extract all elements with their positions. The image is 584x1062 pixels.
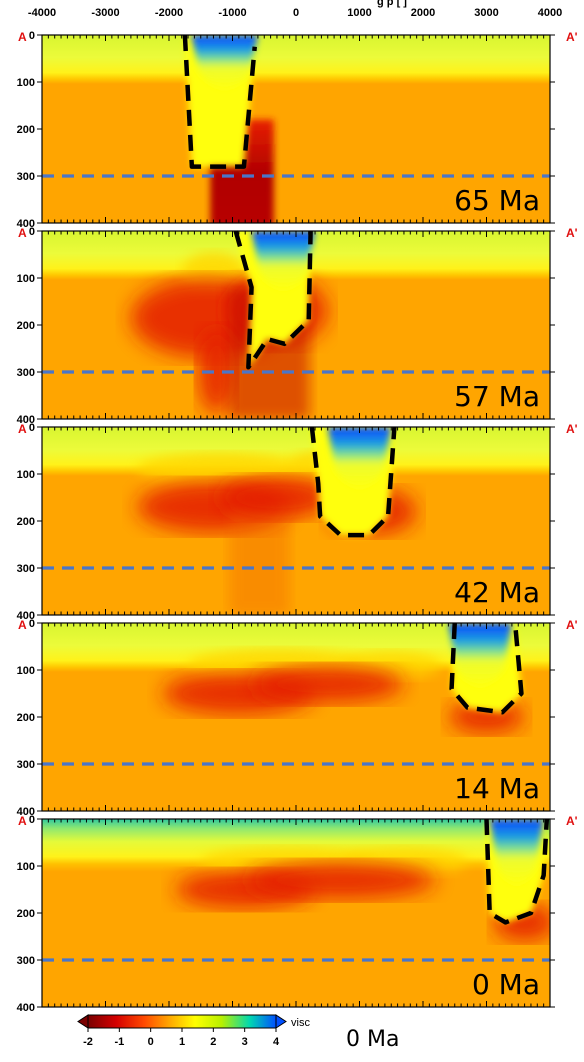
top-axis-title: g p [ ] bbox=[377, 0, 407, 8]
keel-outline bbox=[484, 818, 550, 925]
y-tick-label: 300 bbox=[17, 563, 35, 575]
panel-age-label: 0 Ma bbox=[472, 968, 540, 1001]
y-tick-label: 200 bbox=[17, 516, 35, 528]
x-tick-label: 2000 bbox=[411, 7, 435, 19]
panel-age-label: 42 Ma bbox=[454, 576, 540, 609]
colorbar-tick-label: 3 bbox=[242, 1036, 248, 1048]
y-tick-label: 400 bbox=[17, 218, 35, 230]
panel-field bbox=[42, 427, 550, 615]
panel-field bbox=[42, 819, 550, 1007]
colorbar-tick-label: 0 bbox=[148, 1036, 154, 1048]
x-tick-label: 3000 bbox=[474, 7, 498, 19]
section-end-label: A' bbox=[566, 618, 578, 632]
y-tick-label: 200 bbox=[17, 712, 35, 724]
x-tick-label: 1000 bbox=[347, 7, 371, 19]
panel-field bbox=[42, 35, 550, 223]
hot-anomaly bbox=[197, 329, 236, 415]
section-end-label: A' bbox=[566, 422, 578, 436]
y-tick-label: 300 bbox=[17, 367, 35, 379]
colorbar-min-arrow bbox=[77, 1014, 89, 1029]
cold-root bbox=[327, 427, 392, 488]
x-tick-label: 4000 bbox=[538, 7, 562, 19]
cold-root bbox=[251, 231, 316, 290]
hot-anomaly bbox=[219, 476, 335, 519]
section-end-label: A' bbox=[566, 814, 578, 828]
bottom-age-label: 0 Ma bbox=[346, 1027, 400, 1052]
colorbar-tick-label: 1 bbox=[179, 1036, 185, 1048]
y-tick-label: 0 bbox=[29, 422, 35, 434]
keel-outline bbox=[309, 426, 397, 538]
y-tick-label: 400 bbox=[17, 610, 35, 622]
y-tick-label: 100 bbox=[17, 665, 35, 677]
y-tick-label: 0 bbox=[29, 226, 35, 238]
section-start-label: A bbox=[18, 30, 27, 44]
section-start-label: A bbox=[18, 226, 27, 240]
y-tick-label: 300 bbox=[17, 171, 35, 183]
colorbar bbox=[87, 1014, 277, 1029]
section-end-label: A' bbox=[566, 226, 578, 240]
section-start-label: A bbox=[18, 422, 27, 436]
colorbar-tick-label: 4 bbox=[273, 1036, 280, 1048]
x-tick-label: -4000 bbox=[28, 7, 56, 19]
cold-root bbox=[489, 819, 544, 885]
hot-anomaly bbox=[245, 861, 436, 899]
colorbar-max-arrow bbox=[275, 1014, 287, 1029]
panel-1: 0 100 200 300 400 A A' 65 Ma bbox=[17, 30, 578, 230]
panel-5: 0 100 200 300 400 A A' 0 Ma bbox=[17, 814, 578, 1014]
y-tick-label: 300 bbox=[17, 759, 35, 771]
x-tick-label: 0 bbox=[293, 7, 299, 19]
y-tick-label: 100 bbox=[17, 469, 35, 481]
colorbar-tick-label: -1 bbox=[114, 1036, 124, 1048]
colorbar-tick-label: -2 bbox=[83, 1036, 93, 1048]
y-tick-label: 400 bbox=[17, 1002, 35, 1014]
cold-root bbox=[448, 623, 512, 686]
y-tick-label: 400 bbox=[17, 414, 35, 426]
y-tick-label: 100 bbox=[17, 273, 35, 285]
y-tick-label: 0 bbox=[29, 814, 35, 826]
section-start-label: A bbox=[18, 618, 27, 632]
keel-outline bbox=[182, 34, 257, 169]
section-start-label: A bbox=[18, 814, 27, 828]
panel-3: 0 100 200 300 400 A A' 42 Ma bbox=[17, 422, 578, 622]
section-end-label: A' bbox=[566, 30, 578, 44]
panel-field bbox=[42, 231, 550, 419]
y-tick-label: 100 bbox=[17, 861, 35, 873]
keel-outline bbox=[233, 230, 313, 370]
panel-age-label: 14 Ma bbox=[454, 772, 540, 805]
y-tick-label: 300 bbox=[17, 955, 35, 967]
y-tick-label: 0 bbox=[29, 30, 35, 42]
y-tick-label: 100 bbox=[17, 77, 35, 89]
y-tick-label: 200 bbox=[17, 124, 35, 136]
x-tick-label: -2000 bbox=[155, 7, 183, 19]
y-tick-label: 0 bbox=[29, 618, 35, 630]
panel-age-label: 57 Ma bbox=[454, 380, 540, 413]
mantle-field bbox=[42, 35, 550, 223]
x-tick-label: -1000 bbox=[218, 7, 246, 19]
x-tick-label: -3000 bbox=[91, 7, 119, 19]
hot-plume bbox=[229, 511, 290, 615]
panel-2: 0 100 200 300 400 A A' 57 Ma bbox=[17, 226, 578, 426]
cold-root bbox=[191, 35, 258, 89]
y-tick-label: 200 bbox=[17, 908, 35, 920]
keel-outline bbox=[449, 622, 524, 715]
y-tick-label: 200 bbox=[17, 320, 35, 332]
panel-field bbox=[42, 623, 550, 811]
colorbar-label: visc bbox=[291, 1017, 310, 1029]
y-tick-label: 400 bbox=[17, 806, 35, 818]
hot-anomaly bbox=[251, 665, 404, 703]
panel-age-label: 65 Ma bbox=[454, 184, 540, 217]
panel-4: 0 100 200 300 400 A A' 14 Ma bbox=[17, 618, 578, 818]
colorbar-tick-label: 2 bbox=[210, 1036, 216, 1048]
